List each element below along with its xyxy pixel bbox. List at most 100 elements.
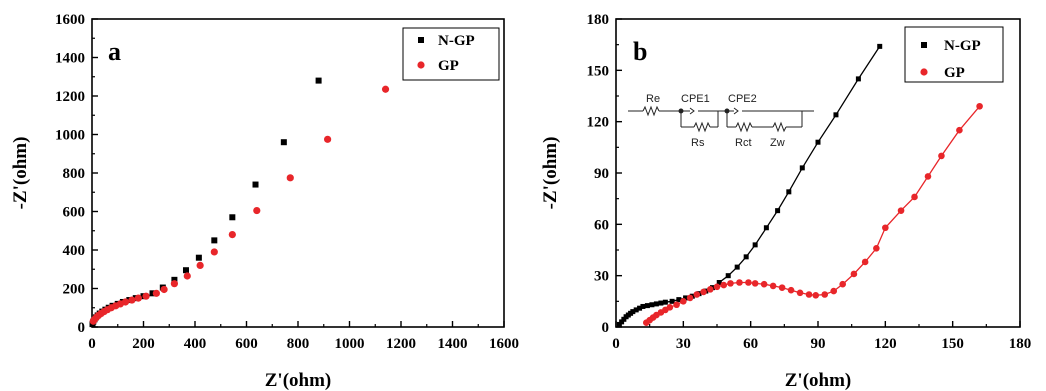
panel-a-label: a <box>108 37 121 66</box>
data-point-gp <box>787 286 795 294</box>
y-tick-label: 60 <box>594 217 609 233</box>
y-tick-label: 1400 <box>55 51 85 67</box>
data-point-gp <box>861 258 869 266</box>
data-point-gp <box>183 272 191 280</box>
equivalent-circuit-inset <box>628 105 814 133</box>
data-point-gp <box>751 280 759 287</box>
data-point-n-gp <box>662 299 668 305</box>
data-point-gp <box>706 286 714 293</box>
data-point-gp <box>924 173 932 180</box>
y-tick-label: 0 <box>602 320 610 336</box>
panel-b-series-lines <box>618 46 981 325</box>
data-point-n-gp <box>621 316 627 322</box>
data-point-gp <box>727 280 734 287</box>
data-point-gp <box>210 248 218 256</box>
data-point-gp <box>938 152 945 160</box>
data-point-gp <box>686 294 694 302</box>
data-point-gp <box>196 261 204 269</box>
panel-b-data-points <box>616 43 983 327</box>
data-point-n-gp <box>171 276 178 283</box>
data-point-gp <box>873 244 880 252</box>
x-tick-label: 120 <box>874 336 897 352</box>
data-point-n-gp <box>182 267 189 274</box>
data-point-n-gp <box>637 305 643 311</box>
data-point-n-gp <box>683 295 689 301</box>
data-point-gp <box>134 294 142 302</box>
panel-b-x-axis-title: Z'(ohm) <box>785 370 852 391</box>
zw-warburg-symbol <box>772 121 787 133</box>
data-point-gp <box>693 291 701 298</box>
y-tick-label: 800 <box>63 166 86 182</box>
panel-a-legend-label-n-gp: N-GP <box>438 33 475 49</box>
data-point-n-gp <box>229 214 236 221</box>
data-point-gp <box>121 298 130 306</box>
x-tick-label: 800 <box>287 336 310 352</box>
x-tick-label: 0 <box>612 336 620 352</box>
panel-a-x-axis-title: Z'(ohm) <box>265 370 332 391</box>
data-point-gp <box>160 285 168 294</box>
x-tick-label: 60 <box>743 336 758 352</box>
data-point-n-gp <box>649 302 655 308</box>
data-point-n-gp <box>877 43 883 49</box>
x-tick-label: 200 <box>132 336 155 352</box>
x-tick-label: 0 <box>88 336 96 352</box>
data-point-gp <box>812 292 820 299</box>
panel-a-ticks: 0 200 400 600 800 1000 1200 1400 1600 0 200 400 600 8… <box>55 12 519 352</box>
data-point-gp <box>805 291 813 298</box>
x-tick-label: 1200 <box>386 336 416 352</box>
y-tick-label: 90 <box>594 166 609 182</box>
data-point-gp <box>796 289 804 297</box>
panel-b-ticks: 0 30 60 90 120 150 180 0 30 60 90 120 150 180 <box>587 12 1032 352</box>
data-point-gp <box>381 85 390 93</box>
data-point-gp <box>897 207 905 214</box>
rs-resistor-symbol <box>693 121 711 133</box>
data-point-gp <box>286 174 294 182</box>
data-point-gp <box>170 280 178 288</box>
data-point-gp <box>769 282 777 290</box>
x-tick-label: 180 <box>1009 336 1032 352</box>
data-point-n-gp <box>280 139 287 146</box>
data-point-gp <box>720 281 728 289</box>
data-point-n-gp <box>640 303 646 309</box>
data-point-n-gp <box>676 297 682 303</box>
data-point-n-gp <box>669 298 675 304</box>
x-tick-label: 90 <box>811 336 826 352</box>
data-point-n-gp <box>252 181 259 188</box>
data-point-n-gp <box>855 76 861 82</box>
data-point-n-gp <box>619 319 625 325</box>
data-point-n-gp <box>653 301 659 307</box>
circuit-label-rct: Rct <box>735 137 752 149</box>
panel-a-legend-marker-n-gp <box>418 37 424 43</box>
data-point-n-gp <box>658 300 664 306</box>
x-tick-label: 30 <box>676 336 691 352</box>
panel-a-legend-label-gp: GP <box>438 58 459 74</box>
data-point-n-gp <box>833 112 839 118</box>
y-tick-label: 1600 <box>55 12 85 28</box>
data-point-gp <box>713 283 721 291</box>
panel-b-legend-marker-n-gp <box>921 42 927 48</box>
x-tick-label: 1400 <box>438 336 468 352</box>
panel-b-nyquist-plot: 0 30 60 90 120 150 180 0 30 60 90 120 150 180 b Z'(oh… <box>540 12 1031 391</box>
data-point-gp <box>976 102 983 110</box>
data-point-gp <box>956 126 963 134</box>
x-tick-label: 1000 <box>335 336 365 352</box>
data-point-gp <box>839 280 846 288</box>
data-point-gp <box>745 279 752 286</box>
re-resistor-symbol <box>642 105 660 117</box>
data-point-n-gp <box>725 273 731 279</box>
circuit-label-cpe2: CPE2 <box>728 93 757 105</box>
panel-b-label: b <box>633 37 647 66</box>
panel-b-y-axis-title: -Z'(ohm) <box>540 137 561 210</box>
data-point-n-gp <box>752 242 758 248</box>
y-tick-label: 120 <box>587 115 610 131</box>
data-point-n-gp <box>763 225 769 231</box>
data-point-gp <box>673 301 680 309</box>
circuit-label-rs: Rs <box>691 137 705 149</box>
data-point-n-gp <box>195 254 202 261</box>
circuit-label-cpe1: CPE1 <box>681 93 710 105</box>
y-tick-label: 1000 <box>55 128 85 144</box>
panel-b-legend-label-n-gp: N-GP <box>944 38 981 54</box>
y-tick-label: 600 <box>63 205 86 221</box>
data-point-gp <box>680 298 687 305</box>
data-point-n-gp <box>799 165 805 171</box>
